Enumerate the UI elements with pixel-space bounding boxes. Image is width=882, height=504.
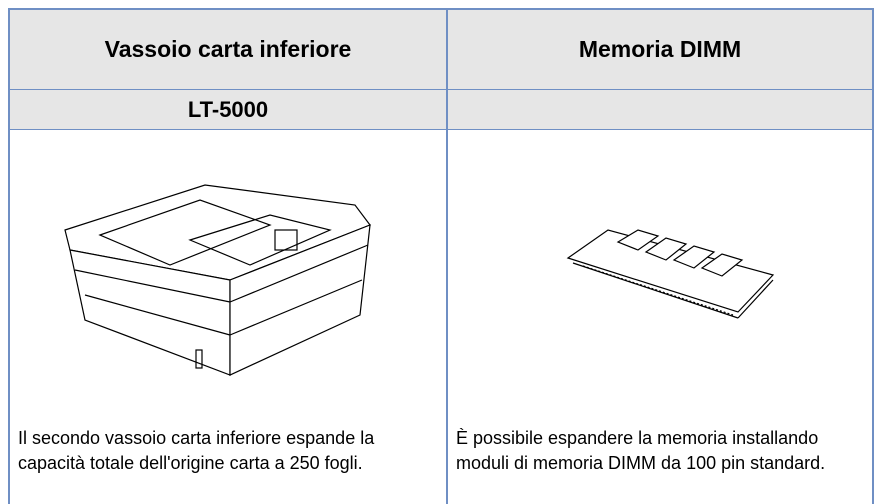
description: È possibile espandere la memoria install… bbox=[448, 420, 874, 504]
dimm-illustration bbox=[566, 229, 775, 319]
image-cell bbox=[8, 130, 448, 420]
header-cell: Memoria DIMM bbox=[448, 8, 874, 90]
image-cell bbox=[448, 130, 874, 420]
model-cell: LT-5000 bbox=[8, 90, 448, 130]
model-cell-empty bbox=[448, 90, 874, 130]
header-cell: Vassoio carta inferiore bbox=[8, 8, 448, 90]
description: Il secondo vassoio carta inferiore espan… bbox=[8, 420, 448, 504]
table: Vassoio carta inferiore Memoria DIMM LT-… bbox=[8, 8, 874, 504]
tray-illustration bbox=[64, 184, 371, 376]
